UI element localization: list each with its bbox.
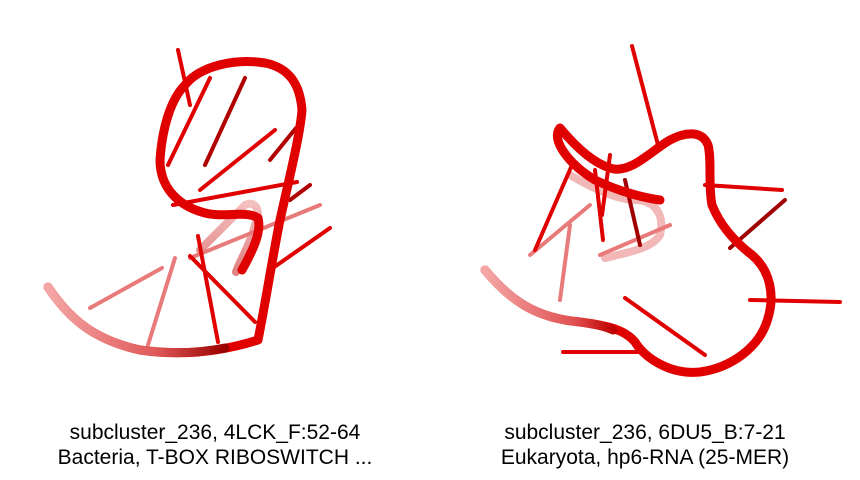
structure-panel-right: subcluster_236, 6DU5_B:7-21 Eukaryota, h… — [430, 0, 860, 480]
rna-structure-image-right — [480, 44, 842, 377]
caption-title-left: subcluster_236, 4LCK_F:52-64 — [69, 421, 361, 444]
rna-structure-image-left — [43, 48, 332, 358]
caption-organism-left: Bacteria, T-BOX RIBOSWITCH ... — [57, 446, 373, 469]
structure-panel-left: subcluster_236, 4LCK_F:52-64 Bacteria, T… — [0, 48, 430, 470]
structure-caption-left: subcluster_236, 4LCK_F:52-64 Bacteria, T… — [0, 420, 430, 470]
caption-title-right: subcluster_236, 6DU5_B:7-21 — [504, 421, 786, 444]
structure-caption-right: subcluster_236, 6DU5_B:7-21 Eukaryota, h… — [430, 420, 860, 470]
caption-organism-right: Eukaryota, hp6-RNA (25-MER) — [500, 446, 790, 469]
